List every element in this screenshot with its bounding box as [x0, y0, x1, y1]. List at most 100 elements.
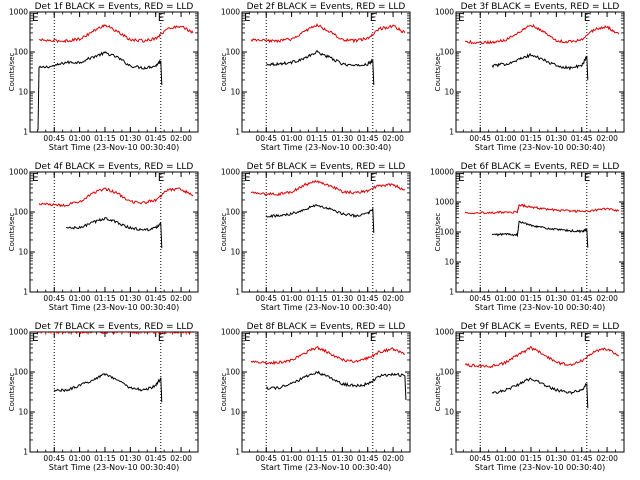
x-tick-label: 01:00	[69, 294, 91, 303]
y-tick-label: 1000	[435, 328, 454, 337]
y-tick-label: 1	[449, 448, 454, 457]
y-tick-label: 100	[440, 368, 455, 377]
y-tick-label: 1	[449, 288, 454, 297]
x-tick-label: 02:00	[596, 454, 618, 463]
y-axis-label: Counts/sec	[434, 373, 442, 412]
marker-e-right: E	[584, 11, 591, 24]
x-tick-label: 01:30	[120, 454, 142, 463]
x-tick-label: 01:00	[495, 454, 517, 463]
series-lld	[250, 345, 406, 365]
marker-e-left: E	[458, 171, 465, 184]
y-tick-label: 1	[235, 288, 240, 297]
x-tick-label: 00:45	[469, 454, 491, 463]
series-events	[491, 52, 589, 81]
x-tick-label: 02:00	[382, 294, 404, 303]
plot-frame	[29, 171, 199, 293]
x-tick-label: 01:00	[495, 134, 517, 143]
y-tick-label: 1	[23, 128, 28, 137]
x-axis-label: Start Time (23-Nov-10 00:30:40)	[49, 143, 179, 152]
series-events	[491, 377, 589, 409]
x-tick-label: 01:15	[306, 134, 328, 143]
y-tick-label: 100	[226, 368, 241, 377]
x-tick-label: 02:00	[596, 134, 618, 143]
x-axis-label: Start Time (23-Nov-10 00:30:40)	[49, 303, 179, 312]
y-axis-label: Counts/sec	[220, 213, 228, 252]
y-tick-label: 100	[226, 208, 241, 217]
y-tick-label: 100	[14, 48, 29, 57]
x-tick-label: 00:45	[43, 294, 65, 303]
x-tick-label: 02:00	[170, 294, 192, 303]
x-tick-label: 00:45	[469, 134, 491, 143]
x-tick-label: 01:45	[145, 134, 167, 143]
y-tick-label: 1	[235, 128, 240, 137]
plot-frame	[455, 171, 625, 293]
y-tick-label: 100	[440, 48, 455, 57]
x-tick-label: 00:45	[255, 294, 277, 303]
marker-e-right: E	[370, 11, 377, 24]
x-tick-label: 01:15	[306, 294, 328, 303]
marker-e-left: E	[32, 331, 39, 344]
y-axis-label: Counts/sec	[8, 53, 16, 92]
y-tick-label: 1	[23, 448, 28, 457]
y-tick-label: 10	[230, 248, 240, 257]
series-events	[266, 49, 375, 86]
series-events	[266, 370, 407, 401]
x-tick-label: 01:00	[69, 454, 91, 463]
y-axis-label: Counts/sec	[8, 213, 16, 252]
series-lld	[464, 23, 620, 45]
panel-title: Det 9f BLACK = Events, RED = LLD	[461, 322, 620, 332]
y-tick-label: 100	[226, 48, 241, 57]
x-tick-label: 01:45	[357, 294, 379, 303]
series-lld	[40, 332, 194, 335]
panel-det-7: Det 7f BLACK = Events, RED = LLD 1 10 100 10…	[8, 322, 199, 472]
x-tick-label: 02:00	[382, 134, 404, 143]
x-tick-label: 00:45	[469, 294, 491, 303]
marker-e-right: E	[584, 171, 591, 184]
panel-title: Det 6f BLACK = Events, RED = LLD	[461, 162, 620, 172]
panel-title: Det 3f BLACK = Events, RED = LLD	[461, 2, 620, 12]
x-tick-label: 01:00	[495, 294, 517, 303]
series-lld	[464, 345, 620, 369]
x-tick-label: 01:00	[281, 134, 303, 143]
panel-det-5: Det 5f BLACK = Events, RED = LLD 1 10 100 10…	[220, 162, 411, 312]
y-axis-label: Counts/sec	[434, 213, 442, 252]
plot-frame	[29, 331, 199, 453]
panel-title: Det 4f BLACK = Events, RED = LLD	[35, 162, 194, 172]
marker-e-right: E	[158, 331, 165, 344]
x-tick-label: 01:15	[520, 134, 542, 143]
series-events	[491, 220, 589, 248]
series-lld	[38, 187, 194, 208]
x-tick-label: 01:45	[571, 454, 593, 463]
x-tick-label: 01:30	[120, 134, 142, 143]
y-tick-label: 1000	[9, 168, 28, 177]
panel-det-1: Det 1f BLACK = Events, RED = LLD 1 10 100 10…	[8, 2, 199, 152]
plot-frame	[29, 11, 199, 133]
y-tick-label: 1000	[435, 198, 454, 207]
y-tick-label: 10	[18, 248, 28, 257]
y-tick-label: 1000	[9, 328, 28, 337]
y-tick-label: 1	[235, 448, 240, 457]
x-axis-label: Start Time (23-Nov-10 00:30:40)	[475, 143, 605, 152]
plot-frame	[241, 171, 411, 293]
x-tick-label: 01:00	[69, 134, 91, 143]
y-tick-label: 10	[444, 258, 454, 267]
x-tick-label: 01:45	[357, 454, 379, 463]
y-tick-label: 100	[14, 368, 29, 377]
x-axis-label: Start Time (23-Nov-10 00:30:40)	[475, 303, 605, 312]
x-tick-label: 01:30	[546, 134, 568, 143]
x-tick-label: 02:00	[170, 454, 192, 463]
panel-det-3: Det 3f BLACK = Events, RED = LLD 1 10 100 10…	[434, 2, 625, 152]
x-axis-label: Start Time (23-Nov-10 00:30:40)	[261, 143, 391, 152]
panel-title: Det 2f BLACK = Events, RED = LLD	[247, 2, 406, 12]
x-axis-label: Start Time (23-Nov-10 00:30:40)	[475, 463, 605, 472]
y-tick-label: 10000	[430, 168, 454, 177]
x-axis-label: Start Time (23-Nov-10 00:30:40)	[261, 303, 391, 312]
panel-title: Det 8f BLACK = Events, RED = LLD	[247, 322, 406, 332]
x-tick-label: 01:30	[332, 294, 354, 303]
x-tick-label: 01:30	[546, 454, 568, 463]
y-tick-label: 1000	[9, 8, 28, 17]
marker-e-left: E	[244, 331, 251, 344]
x-tick-label: 00:45	[43, 454, 65, 463]
x-tick-label: 00:45	[255, 134, 277, 143]
